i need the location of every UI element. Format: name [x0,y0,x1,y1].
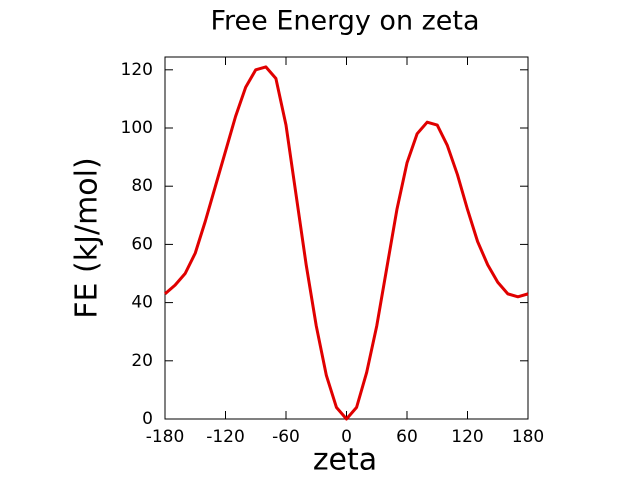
y-tick-label: 20 [131,351,153,371]
y-tick-label: 100 [121,118,153,138]
y-tick-label: 40 [131,293,153,313]
y-tick-label: 120 [121,60,153,80]
plot-frame [164,56,529,420]
y-tick-label: 60 [131,234,153,254]
x-tick-label: -60 [272,427,300,447]
x-tick-label: 180 [512,427,544,447]
x-tick-label: 0 [341,427,352,447]
y-axis-label: FE (kJ/mol) [70,157,105,318]
x-tick-label: 60 [396,427,418,447]
y-tick-label: 0 [142,409,153,429]
x-tick-label: 120 [451,427,483,447]
x-tick-label: -120 [206,427,245,447]
x-tick-label: -180 [146,427,185,447]
data-line [164,65,529,421]
y-tick-label: 80 [131,176,153,196]
chart-title: Free Energy on zeta [210,6,479,37]
x-axis-label: zeta [313,443,377,478]
